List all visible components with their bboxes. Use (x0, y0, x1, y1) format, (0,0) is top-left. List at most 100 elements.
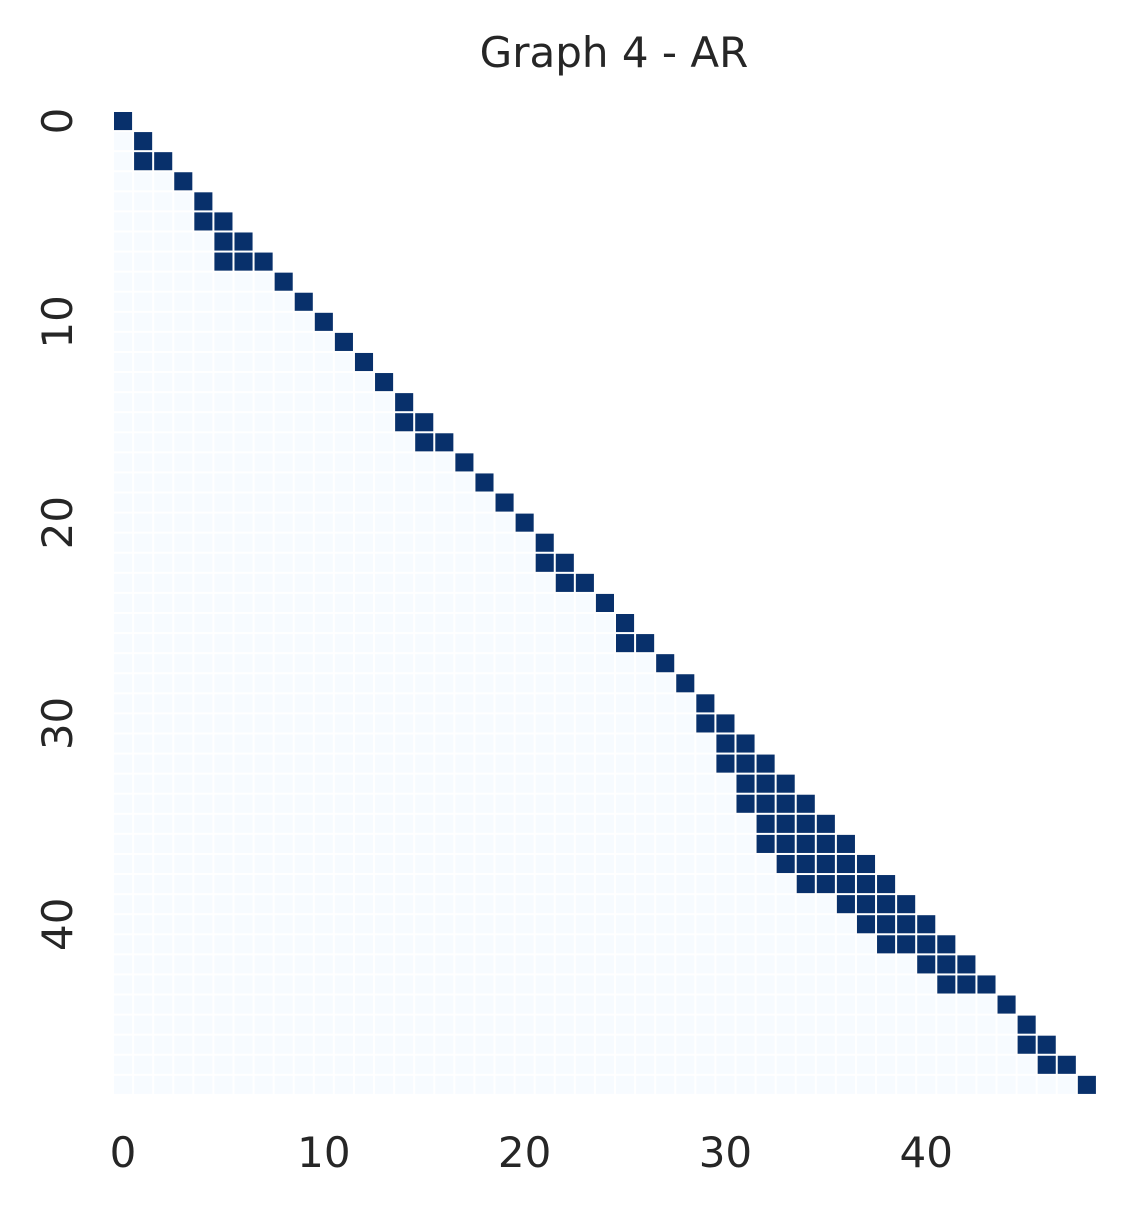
heatmap-cell (515, 533, 534, 552)
heatmap-cell (616, 1035, 635, 1054)
heatmap-cell (455, 1055, 474, 1074)
heatmap-cell (234, 875, 253, 894)
heatmap-cell (354, 774, 374, 793)
heatmap-cell (877, 995, 896, 1014)
x-tick-label: 20 (498, 1128, 551, 1177)
heatmap-cell (415, 895, 434, 914)
heatmap-cell (174, 955, 193, 974)
heatmap-cell (174, 794, 193, 813)
heatmap-cell (254, 834, 273, 853)
heatmap-cell (174, 473, 193, 492)
heatmap-cell (616, 794, 635, 813)
heatmap-cell (174, 975, 193, 994)
heatmap-cell (475, 734, 494, 753)
heatmap-cell (214, 915, 233, 934)
heatmap-cell (455, 754, 474, 773)
heatmap-cell (475, 1015, 494, 1034)
heatmap-cell (656, 834, 675, 853)
heatmap-cell (495, 573, 514, 592)
heatmap-cell (636, 895, 655, 914)
heatmap-cell (114, 915, 133, 934)
heatmap-cell (134, 352, 153, 372)
heatmap-cell (375, 875, 394, 894)
heatmap-cell (676, 975, 695, 994)
heatmap-cell (254, 413, 273, 432)
heatmap-cell (415, 1035, 434, 1054)
heatmap-cell (475, 834, 494, 853)
heatmap-cell (254, 1075, 273, 1094)
heatmap-cell (937, 1075, 956, 1094)
heatmap-cell (174, 272, 193, 291)
heatmap-cell (234, 814, 253, 833)
heatmap-cell (575, 573, 594, 592)
heatmap-cell (254, 1015, 273, 1034)
heatmap-cell (214, 573, 233, 592)
heatmap-cell (114, 1035, 133, 1054)
heatmap-cell (816, 995, 835, 1014)
heatmap-cell (314, 654, 333, 673)
heatmap-cell (475, 814, 494, 833)
heatmap-cell (154, 533, 173, 552)
heatmap-cell (214, 533, 233, 552)
heatmap-cell (334, 734, 353, 753)
heatmap-cell (555, 754, 574, 773)
heatmap-cell (676, 1055, 695, 1074)
heatmap-cell (294, 1055, 313, 1074)
heatmap-cell (535, 834, 554, 853)
heatmap-cell (495, 553, 514, 572)
heatmap-cell (555, 714, 574, 733)
heatmap-cell (194, 553, 213, 572)
heatmap-cell (254, 935, 273, 954)
heatmap-cell (354, 1035, 374, 1054)
heatmap-cell (194, 292, 213, 311)
heatmap-cell (114, 112, 133, 131)
heatmap-cell (314, 975, 333, 994)
heatmap-cell (375, 573, 394, 592)
heatmap-cell (495, 714, 514, 733)
heatmap-cell (194, 614, 213, 633)
heatmap-cell (134, 1035, 153, 1054)
heatmap-cell (214, 614, 233, 633)
heatmap-cell (395, 533, 414, 552)
heatmap-cell (375, 1075, 394, 1094)
heatmap-cell (234, 513, 253, 532)
heatmap-cell (816, 975, 835, 994)
heatmap-cell (294, 1075, 313, 1094)
heatmap-cell (154, 312, 173, 331)
heatmap-cell (856, 935, 876, 954)
heatmap-cell (656, 915, 675, 934)
heatmap-cell (395, 794, 414, 813)
heatmap-cell (435, 614, 454, 633)
heatmap-cell (234, 955, 253, 974)
heatmap-cell (334, 513, 353, 532)
heatmap-cell (455, 895, 474, 914)
heatmap-cell (495, 674, 514, 693)
heatmap-cell (214, 875, 233, 894)
heatmap-cell (194, 694, 213, 713)
heatmap-cell (114, 834, 133, 853)
heatmap-cell (435, 834, 454, 853)
heatmap-cell (314, 834, 333, 853)
heatmap-cell (375, 915, 394, 934)
heatmap-cell (475, 573, 494, 592)
heatmap-cell (776, 834, 795, 853)
heatmap-cell (475, 493, 494, 512)
heatmap-cell (134, 172, 153, 191)
heatmap-cell (897, 1015, 916, 1034)
heatmap-cell (455, 553, 474, 572)
heatmap-cell (736, 895, 755, 914)
heatmap-cell (314, 1075, 333, 1094)
heatmap-cell (595, 935, 614, 954)
heatmap-cell (174, 453, 193, 472)
heatmap-cell (194, 794, 213, 813)
heatmap-cell (756, 975, 775, 994)
heatmap-cell (736, 1015, 755, 1034)
heatmap-cell (174, 292, 193, 311)
heatmap-cell (274, 674, 293, 693)
heatmap-cell (475, 634, 494, 653)
heatmap-cell (174, 854, 193, 874)
heatmap-cell (455, 814, 474, 833)
y-axis-ticks: 0 10 20 30 40 (33, 108, 82, 951)
heatmap-cell (535, 875, 554, 894)
heatmap-cell (415, 734, 434, 753)
